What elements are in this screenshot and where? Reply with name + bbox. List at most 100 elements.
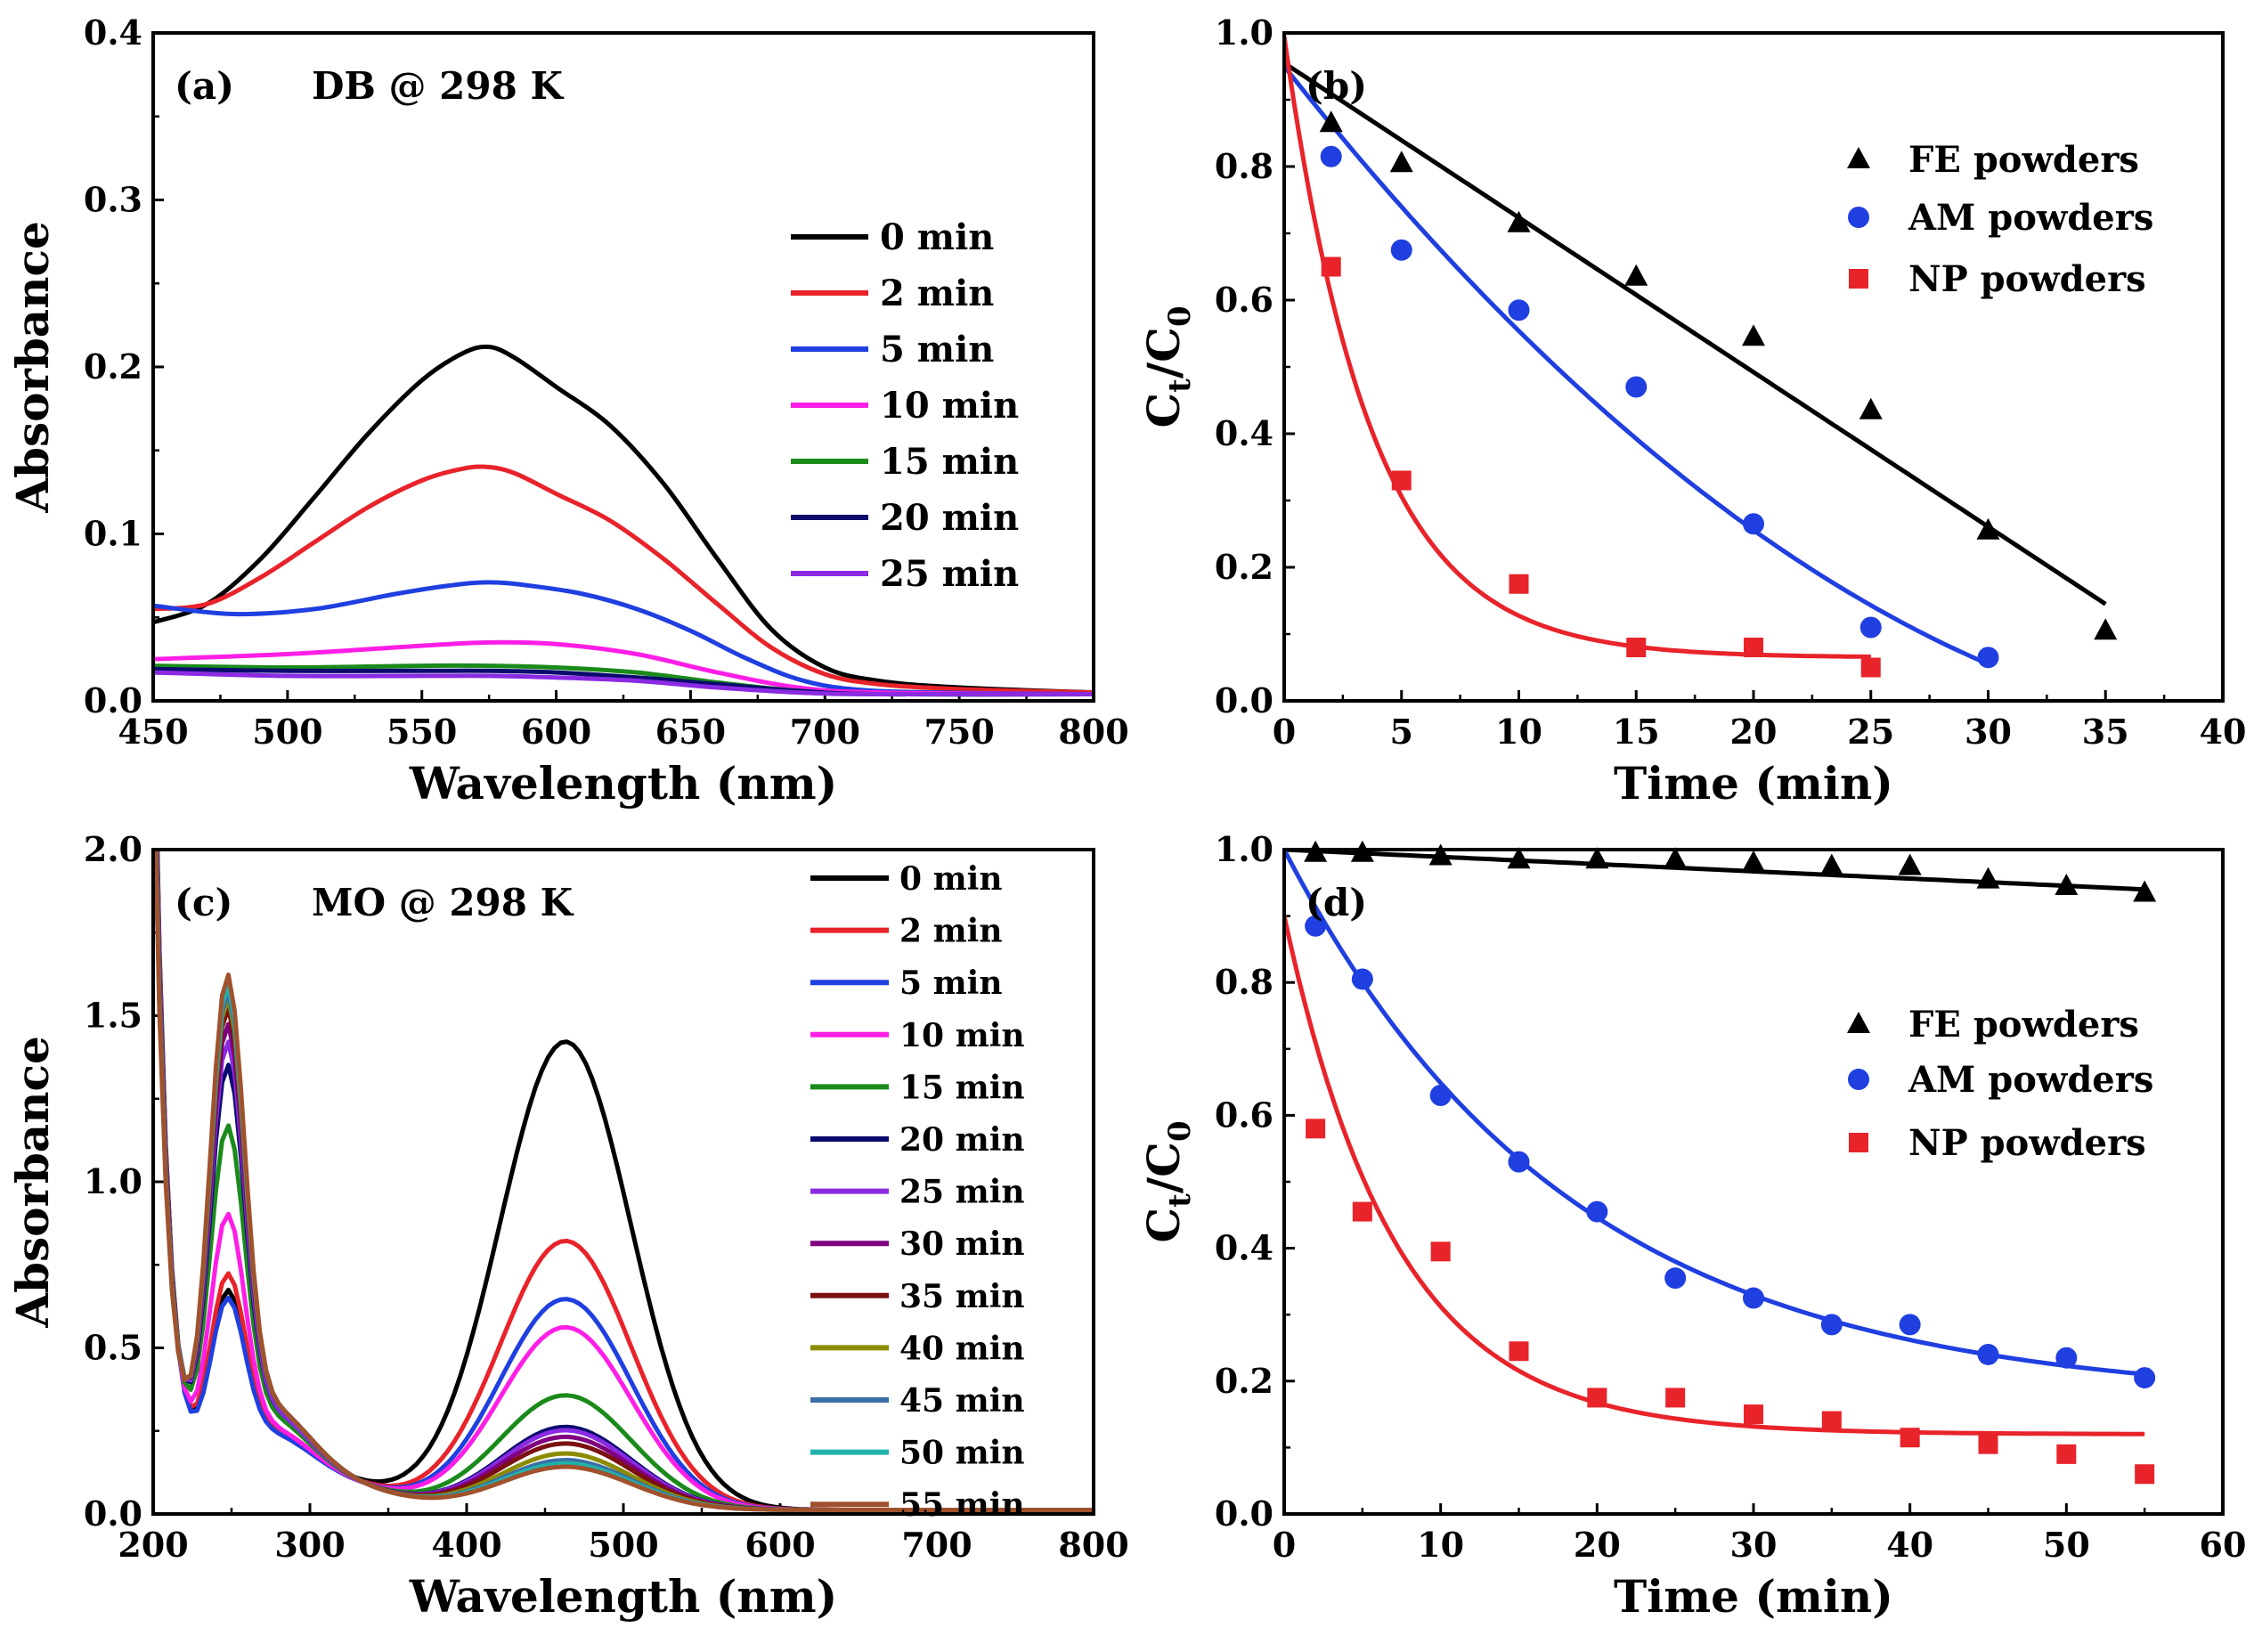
data-point-triangle (1507, 847, 1531, 869)
legend-label: 15 min (880, 441, 1019, 483)
y-tick-label: 0.0 (1215, 1493, 1273, 1534)
x-tick-label: 800 (1058, 1525, 1128, 1565)
data-point-square (1321, 256, 1341, 277)
data-point-triangle (1389, 151, 1413, 173)
data-point-circle (1743, 1287, 1764, 1309)
data-point-triangle (1585, 847, 1609, 869)
y-tick-label: 2.0 (84, 829, 142, 869)
y-tick-label: 1.0 (84, 1161, 142, 1201)
panel-label: (d) (1306, 881, 1367, 924)
data-point-circle (1429, 1085, 1452, 1107)
data-point-circle (1351, 968, 1373, 990)
y-axis-label-group: Ct/C0Ct/C0 (1137, 305, 1198, 427)
data-point-square (1430, 1241, 1451, 1262)
spectrum-line-2-min (153, 464, 1094, 696)
spectrum-line-25-min (153, 670, 1094, 697)
data-point-circle (1977, 647, 1999, 669)
data-point-square (1352, 1201, 1372, 1222)
panel-title: DB @ 298 K (312, 64, 564, 108)
y-tick-label: 0.6 (1215, 1095, 1273, 1135)
legend-label: AM powders (1908, 1059, 2153, 1101)
x-tick-label: 750 (924, 712, 994, 752)
data-point-circle (1899, 1314, 1921, 1336)
y-tick-label: 0.2 (84, 346, 142, 387)
legend-marker-triangle (1847, 1012, 1870, 1033)
panel-b: 0 5 10 15 20 25 30 35 40 0.0 0.2 0.4 0.6 0.8 1.0 Time (… (1137, 12, 2246, 810)
data-point-square (1509, 1341, 1529, 1362)
panel-a: 450 500 550 600 650 700 750 800 0.0 0.1 0.2 0.3 0.4 W… (6, 12, 1129, 810)
fit-line-FE-powders (1284, 61, 2107, 606)
y-tick-label: 1.0 (1215, 12, 1273, 53)
legend-marker-square (1849, 269, 1868, 289)
data-point-square (1587, 1388, 1607, 1408)
legend-label: 35 min (899, 1278, 1025, 1315)
legend-label: 0 min (880, 216, 994, 258)
data-point-circle (2134, 1367, 2156, 1389)
x-tick-label: 600 (521, 712, 591, 752)
x-axis-label: Wavelength (nm) (409, 1570, 838, 1623)
legend-label: 45 min (899, 1382, 1025, 1420)
y-tick-label: 0.0 (1215, 680, 1273, 720)
spectrum-line-5-min (153, 580, 1094, 696)
plot-area (1284, 36, 2107, 666)
legend-label: 20 min (899, 1121, 1025, 1159)
data-point-square (1509, 574, 1529, 594)
data-point-triangle (1976, 867, 2000, 889)
data-point-triangle (2055, 874, 2079, 896)
y-axis-label: Absorbance (6, 221, 59, 514)
x-tick-label: 20 (1730, 712, 1778, 752)
spectrum-line-55-min (153, 850, 1094, 1512)
data-point-triangle (1319, 110, 1343, 133)
panel-label: (a) (175, 64, 234, 108)
x-tick-label: 0 (1273, 712, 1296, 752)
panel-label: (c) (175, 881, 232, 924)
y-axis-label-part: 0 (1162, 1120, 1198, 1142)
y-tick-label: 0.8 (1215, 962, 1273, 1002)
y-tick-label: 0.1 (84, 514, 142, 554)
y-tick-label: 0.4 (1215, 1228, 1273, 1268)
data-point-triangle (1742, 324, 1765, 346)
panel-d: 0 10 20 30 40 50 60 0.0 0.2 0.4 0.6 0.8 1.0 Time (min… (1137, 829, 2246, 1623)
data-point-triangle (2133, 880, 2157, 902)
x-tick-label: 10 (1417, 1525, 1464, 1565)
data-point-triangle (1859, 397, 1883, 419)
data-point-triangle (1428, 843, 1452, 866)
legend-marker-circle (1848, 1069, 1869, 1090)
legend-label: NP powders (1908, 1122, 2146, 1164)
y-tick-label: 0.6 (1215, 280, 1273, 320)
legend-label: FE powders (1908, 1004, 2139, 1046)
x-tick-label: 650 (655, 712, 726, 752)
x-tick-label: 40 (2200, 712, 2247, 752)
x-tick-label: 15 (1613, 712, 1660, 752)
fit-line-AM-powders (1284, 850, 2145, 1377)
legend-label: 20 min (880, 497, 1019, 539)
x-axis-label: Wavelength (nm) (409, 757, 838, 810)
x-tick-label: 500 (588, 1525, 658, 1565)
fit-line-AM-powders (1284, 64, 1990, 666)
legend-label: 50 min (899, 1435, 1025, 1472)
x-tick-label: 700 (790, 712, 860, 752)
data-point-circle (1743, 513, 1764, 535)
x-tick-label: 450 (118, 712, 188, 752)
data-point-triangle (1898, 853, 1922, 875)
legend-label: 40 min (899, 1330, 1025, 1367)
x-tick-label: 30 (1730, 1525, 1778, 1565)
data-point-square (2135, 1464, 2155, 1485)
fit-line-NP-powders (1284, 36, 1871, 659)
y-axis-label-part: t (1162, 378, 1198, 393)
plot-frame (151, 31, 1095, 703)
plot-frame (151, 848, 1095, 1516)
x-tick-label: 35 (2082, 712, 2129, 752)
y-axis-label-part: t (1162, 1193, 1198, 1208)
y-tick-label: 0.8 (1215, 146, 1273, 186)
data-point-circle (1390, 239, 1412, 261)
y-axis-label-group: Absorbance (6, 1036, 59, 1329)
data-point-square (1744, 638, 1763, 657)
x-tick-label: 30 (1965, 712, 2012, 752)
y-axis-label-part: C (1137, 1208, 1190, 1243)
data-point-square (2056, 1444, 2077, 1464)
data-point-circle (1820, 1314, 1843, 1336)
legend-label: 10 min (899, 1017, 1025, 1054)
y-tick-label: 1.5 (84, 996, 142, 1036)
legend-label: 15 min (899, 1069, 1025, 1106)
